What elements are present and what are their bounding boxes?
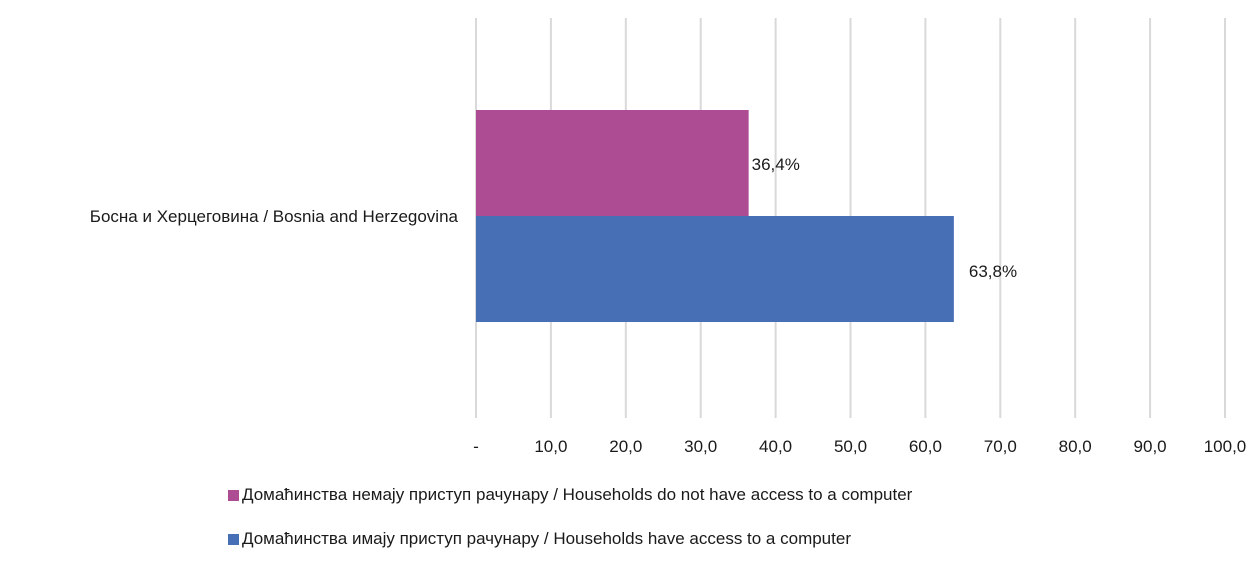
category-label: Босна и Херцеговина / Bosnia and Herzego… — [90, 207, 459, 226]
bars — [476, 110, 954, 322]
legend-label-access: Домаћинства имају приступ рачунару / Hou… — [242, 529, 851, 548]
legend-label-no-access: Домаћинства немају приступ рачунару / Ho… — [242, 485, 913, 504]
x-tick-label: 30,0 — [684, 437, 717, 456]
x-tick-label: 90,0 — [1134, 437, 1167, 456]
data-label-access: 63,8% — [969, 262, 1017, 281]
x-axis-tick-labels: - 10,0 20,0 30,0 40,0 50,0 60,0 70,0 80,0 90,0 100… — [473, 437, 1246, 456]
x-tick-label: 10,0 — [534, 437, 567, 456]
legend-item-access: Домаћинства имају приступ рачунару / Hou… — [228, 530, 912, 548]
legend-swatch-access — [228, 533, 239, 545]
x-tick-label: 70,0 — [984, 437, 1017, 456]
bar-chart: 36,4% 63,8% - 10,0 20,0 30,0 40,0 50,0 60,0 70,0… — [90, 18, 1246, 456]
legend-item-no-access: Домаћинства немају приступ рачунару / Ho… — [228, 486, 912, 504]
legend: Домаћинства немају приступ рачунару / Ho… — [228, 486, 912, 574]
x-tick-label: 100,0 — [1204, 437, 1247, 456]
legend-swatch-no-access — [228, 489, 239, 501]
x-tick-label: 80,0 — [1059, 437, 1092, 456]
data-labels: 36,4% 63,8% — [752, 155, 1017, 281]
x-tick-label: 50,0 — [834, 437, 867, 456]
x-tick-label: - — [473, 437, 479, 456]
bar-no-access — [476, 110, 749, 216]
x-tick-label: 20,0 — [609, 437, 642, 456]
data-label-no-access: 36,4% — [752, 155, 800, 174]
x-tick-label: 40,0 — [759, 437, 792, 456]
x-tick-label: 60,0 — [909, 437, 942, 456]
bar-access — [476, 216, 954, 322]
